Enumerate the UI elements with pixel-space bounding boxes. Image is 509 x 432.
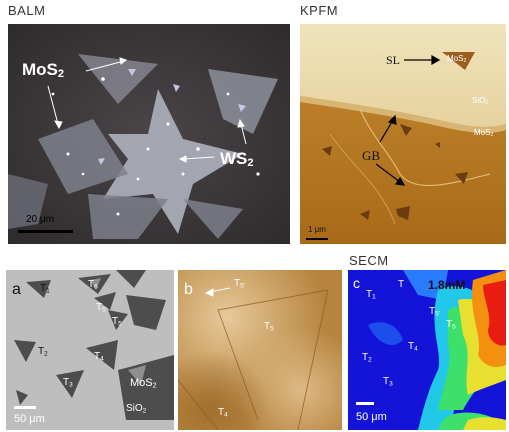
panel-c-t5p: T5' (429, 306, 440, 318)
kpfm-title: KPFM (300, 3, 339, 18)
kpfm-mos2-top-label: MoS2 (447, 54, 467, 65)
kpfm-gb-label: GB (362, 148, 381, 163)
panel-a-t3: T3 (63, 377, 73, 389)
panel-a-t1: T1 (40, 283, 50, 295)
panel-b-letter: b (184, 281, 193, 298)
panel-b-graphic (178, 270, 342, 430)
panel-c-t5: T5 (446, 319, 456, 331)
panel-a-t6: T6 (88, 279, 98, 291)
kpfm-sl-label: SL (386, 53, 401, 67)
panel-c-letter: c (353, 275, 360, 291)
panel-c-scale-bar (356, 402, 374, 405)
balm-graphic (8, 24, 290, 244)
kpfm-image: SL MoS2 SiO2 MoS2 GB 1 μm (300, 24, 506, 244)
kpfm-scale-bar (306, 238, 328, 240)
kpfm-graphic (300, 24, 506, 244)
balm-mos2-label: MoS2 (22, 60, 65, 81)
panel-a-letter: a (12, 281, 21, 298)
panel-a-t2: T2 (38, 346, 48, 358)
panel-c-concentration: 1.8mM (428, 278, 466, 292)
panel-a-t5: T5 (112, 316, 122, 328)
kpfm-mos2-right-label: MoS2 (474, 128, 494, 139)
panel-c-t2: T2 (362, 352, 372, 364)
panel-a-scale-label: 50 μm (14, 413, 45, 425)
panel-c-scale-label: 50 μm (356, 411, 387, 423)
panel-b-t4: T4 (218, 407, 228, 419)
panel-a-graphic (6, 270, 174, 430)
panel-c-t4: T4 (408, 341, 418, 353)
balm-scale-label: 20 μm (26, 214, 54, 225)
panel-a-mos2: MoS2 (130, 377, 157, 390)
panel-c-image: c T1 T 1.8mM T5' T5 T2 T4 T3 50 μm (348, 270, 506, 430)
kpfm-sio2-label: SiO2 (472, 96, 489, 107)
kpfm-scale-label: 1 μm (308, 225, 326, 234)
panel-c-t3: T3 (383, 376, 393, 388)
balm-ws2-label: WS2 (220, 149, 254, 170)
panel-b-image: b T5' T5 T4 (178, 270, 342, 430)
panel-a-sio2: SiO2 (126, 403, 147, 415)
panel-a-scale-bar (14, 406, 36, 409)
balm-title: BALM (8, 3, 46, 18)
panel-b-t5p: T5' (234, 278, 245, 290)
secm-title: SECM (349, 253, 389, 268)
balm-scale-bar (18, 230, 73, 233)
panel-c-graphic (348, 270, 506, 430)
panel-a-t4: T4 (94, 351, 104, 363)
panel-c-t1: T1 (366, 289, 376, 301)
balm-image: MoS2 WS2 20 μm (8, 24, 290, 244)
panel-a-image: a T1 T6 T5' T5 T2 T4 T3 MoS2 SiO2 50 μm (6, 270, 174, 430)
panel-c-t-top: T (398, 279, 405, 290)
panel-b-t5: T5 (264, 321, 274, 333)
panel-a-t5p: T5' (96, 302, 107, 314)
